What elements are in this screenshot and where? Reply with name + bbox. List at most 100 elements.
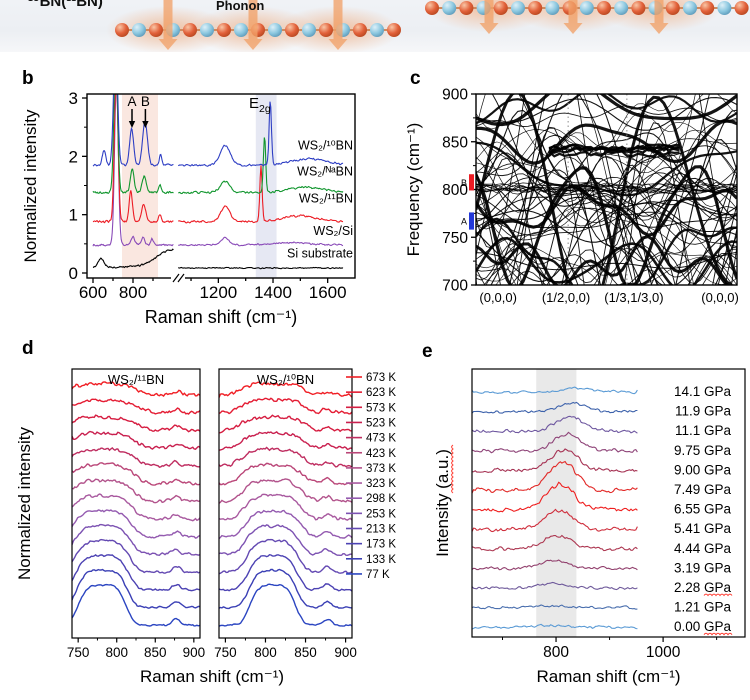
nitrogen-atom [614,1,629,15]
bn-isotope-label: ¹⁰BN(¹¹BN) [28,0,103,10]
pressure-curve [471,431,638,454]
legend-label: 77 K [366,569,390,581]
y-axis-title: Frequency (cm⁻¹) [404,123,423,257]
boron-atom [425,1,439,15]
phonon-band [476,157,737,285]
chart-element: Intensity (a.u.) [433,449,452,557]
phonon-arrow-icon [158,0,178,50]
temperature-curve [72,446,200,468]
x-tick-label: (1/2,0,0) [542,290,590,305]
y-tick-label: 700 [442,278,468,295]
y-tick-label: 750 [442,230,468,247]
temperature-curve [219,446,352,469]
phonon-band [548,150,680,158]
pressure-label: 0.00 GPa [674,619,732,634]
legend-label: 253 K [366,508,396,520]
series-label: WS₂/Si [313,224,353,238]
legend-label: 623 K [366,387,396,399]
spectrum-curve [178,137,344,195]
temperature-curve [219,553,352,592]
pressure-label: 3.19 GPa [674,560,732,575]
pressure-label: 9.00 GPa [674,462,732,477]
chart-element: 2g [259,103,271,115]
phonon-band [490,94,737,285]
phonon-band [476,128,737,174]
phonon-band [476,122,737,285]
boron-atom [459,1,474,15]
y-axis-title: Normalized intensity [21,109,40,263]
phonon-band [476,251,737,271]
temperature-curve [219,538,352,575]
temperature-curves [219,381,352,627]
phonon-band [476,97,737,131]
x-tick-label: 800 [119,283,147,302]
phonon-band [476,165,737,285]
highlight-band [536,369,577,637]
nitrogen-atom [200,23,214,37]
panel-letter-d: d [22,338,34,359]
pressure-label: 11.1 GPa [675,423,732,438]
series-label: WS₂/¹⁰BN [298,138,353,152]
phonon-band [476,184,737,191]
pressure-curve [471,386,638,395]
phonon-band [476,206,737,285]
phonon-band [548,143,680,151]
temperature-curve [219,568,352,610]
phonon-band [491,94,737,285]
temperature-curve [219,493,352,521]
phonon-arrow-icon [328,0,348,50]
nitrogen-atom [683,1,697,15]
legend-label: 133 K [366,554,396,566]
phonon-band [476,187,737,194]
phonon-band [476,94,696,251]
boron-atom [734,1,749,15]
boron-atom [700,1,715,15]
temperature-curve [72,478,200,504]
mode-marker [469,174,474,191]
spectrum-curve [92,94,174,247]
peak-annotation: A [127,94,136,109]
schematic-graphic [106,0,749,52]
phonon-band [476,94,737,285]
boron-atom [353,23,367,37]
pressure-label: 2.28 GPa [674,580,732,595]
spectrum-curve [178,165,344,224]
legend-label: 423 K [366,448,396,460]
x-tick-label: 1200 [199,283,237,302]
x-tick-label: 800 [105,645,128,660]
pressure-curve [471,534,638,552]
phonon-band [476,184,737,190]
plot-frame [71,368,201,639]
spectrum-curve [178,101,344,167]
pressure-label: 14.1 GPa [674,384,732,399]
x-tick-label: 900 [183,645,206,660]
temperature-curve [72,583,200,627]
pressure-curve [471,559,638,571]
phonon-band [476,217,737,285]
boron-atom [183,23,197,37]
mode-marker-label: B [461,178,467,188]
boron-atom [285,23,299,37]
temperature-curve [72,493,200,522]
phonon-band [476,193,737,228]
phonon-band [476,207,737,260]
boron-atom [493,1,508,15]
pressure-label: 7.49 GPa [674,482,732,497]
temperature-curve [72,398,200,415]
spellcheck-underline [451,444,454,494]
spectrum-curve [92,248,174,269]
pressure-raman-chart: 14.1 GPa 11.9 GPa 11.1 GPa 9.75 GPa 9.00 GPa… [433,368,746,686]
boron-atom [319,23,333,37]
phonon-band [476,134,737,187]
spectrum-curve [178,266,344,270]
temperature-curve [219,381,352,398]
nitrogen-atom [717,1,732,15]
phonon-label: Phonon [216,0,265,13]
y-tick-label: 3 [69,89,78,108]
phonon-band [476,176,737,245]
spectrum-curve [178,236,344,247]
phonon-band [476,236,737,285]
phonon-arrow-icon [479,0,499,34]
down-arrow-icon [128,121,136,128]
x-axis-title: Raman shift (cm⁻¹) [140,667,284,686]
